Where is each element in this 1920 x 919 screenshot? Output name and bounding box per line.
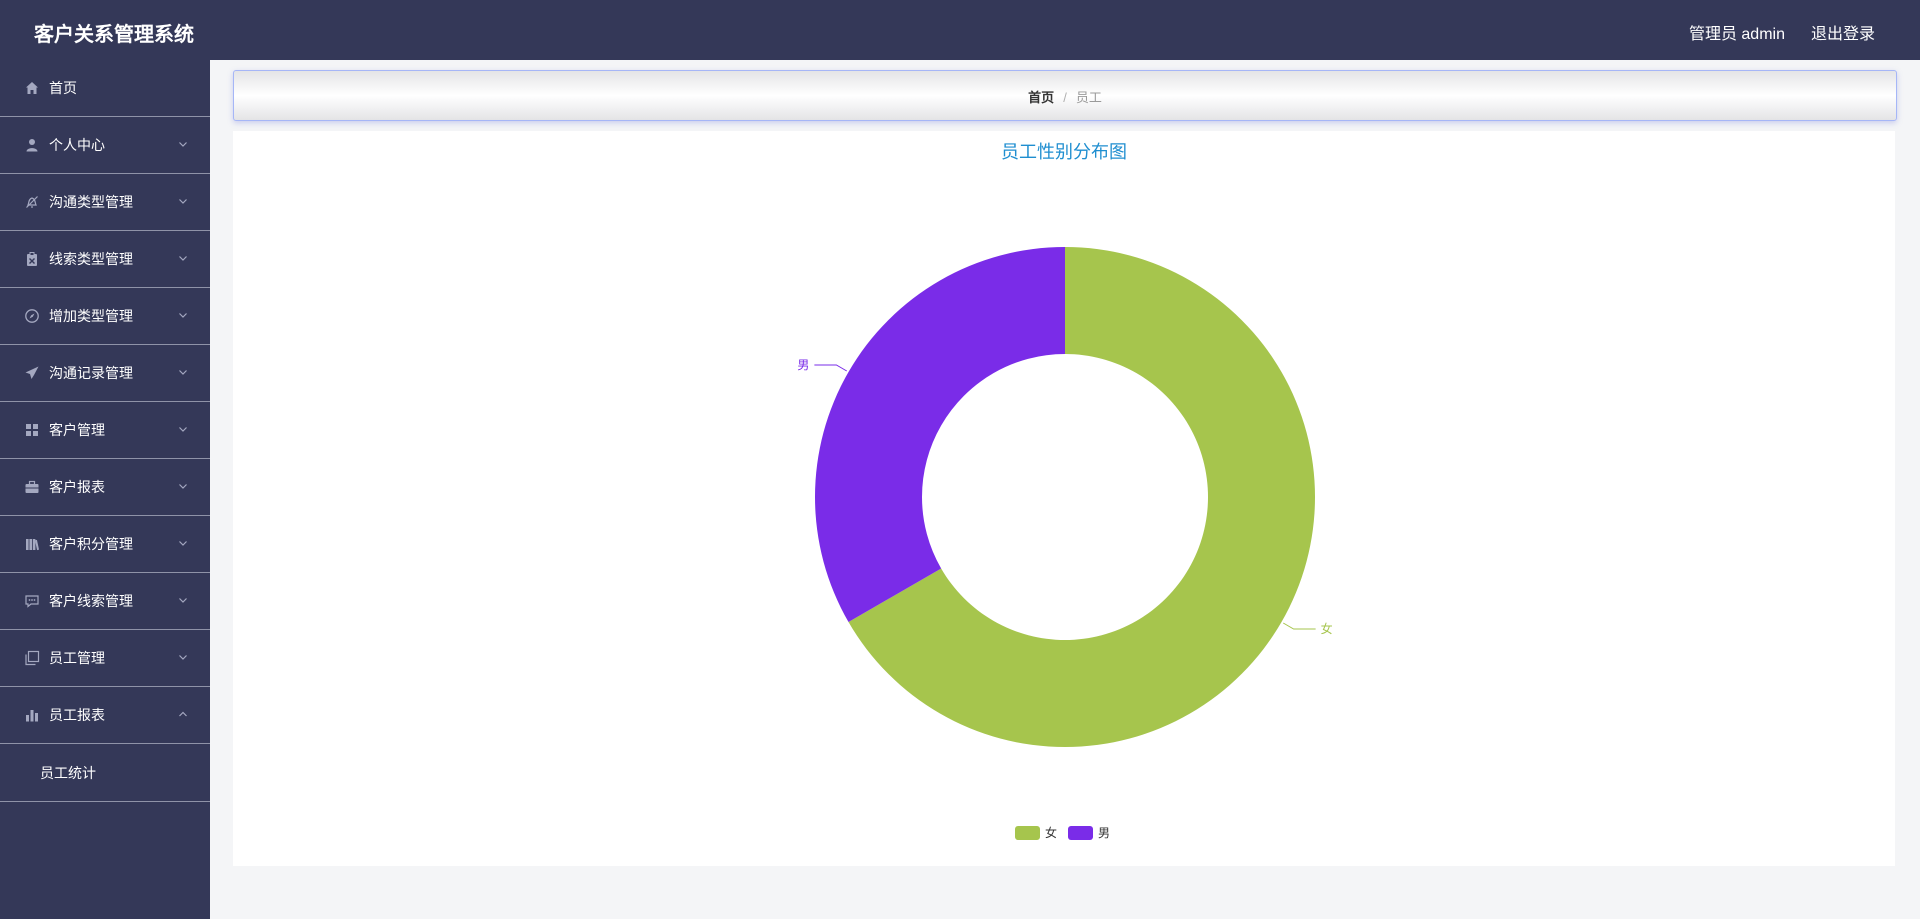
legend-label[interactable]: 男 — [1098, 826, 1110, 840]
grid-icon — [26, 424, 38, 436]
chevron-down-icon — [179, 541, 187, 546]
chevron-down-icon — [179, 427, 187, 432]
chevron-down-icon — [179, 598, 187, 603]
slice-label: 男 — [797, 358, 809, 372]
copy-icon — [25, 650, 40, 666]
sidebar-item-label: 客户线索管理 — [49, 593, 133, 609]
chevron-up-icon — [179, 711, 187, 717]
briefcase-icon — [25, 480, 39, 493]
bell-off-icon — [26, 196, 38, 208]
sidebar-item[interactable]: 客户报表 — [0, 459, 210, 516]
sidebar-item[interactable]: 线索类型管理 — [0, 231, 210, 288]
chevron-down-icon — [179, 484, 187, 489]
sidebar-menu: 首页个人中心沟通类型管理 线索类型管理 增加类型管理 沟通记录管理 客户管理客户报表客户… — [0, 60, 210, 802]
sidebar-item-label: 个人中心 — [49, 137, 105, 153]
chat-icon — [25, 595, 39, 608]
sidebar-item[interactable]: 个人中心 — [0, 117, 210, 174]
sidebar: 首页个人中心沟通类型管理 线索类型管理 增加类型管理 沟通记录管理 客户管理客户报表客户… — [0, 60, 210, 919]
sidebar-item[interactable]: 员工管理 — [0, 630, 210, 687]
sidebar-item-label: 增加类型管理 — [49, 308, 133, 324]
library-icon — [26, 539, 40, 551]
sidebar-item[interactable]: 沟通类型管理 — [0, 174, 210, 231]
user-icon — [26, 139, 38, 152]
chevron-down-icon — [179, 313, 187, 318]
chart-slices — [815, 247, 1315, 747]
sidebar-item[interactable]: 增加类型管理 — [0, 288, 210, 345]
chevron-down-icon — [179, 370, 187, 375]
legend-swatch[interactable] — [1068, 826, 1093, 840]
chart-panel: 员工性别分布图 女男 女男 — [233, 131, 1895, 866]
chevron-down-icon — [179, 199, 187, 204]
app-title: 客户关系管理系统 — [34, 24, 194, 46]
sidebar-item-label: 客户报表 — [49, 479, 105, 495]
chevron-down-icon — [179, 655, 187, 660]
sidebar-item-label: 首页 — [49, 80, 77, 96]
breadcrumb-trail: 首页 / 员工 — [234, 87, 1896, 106]
clipboard-icon — [27, 252, 37, 266]
sidebar-item[interactable]: 客户积分管理 — [0, 516, 210, 573]
sidebar-item[interactable]: 客户线索管理 — [0, 573, 210, 630]
sidebar-item-label: 线索类型管理 — [49, 251, 133, 267]
sidebar-item-label: 员工报表 — [49, 707, 105, 723]
header-actions: 管理员 admin 退出登录 — [1689, 20, 1875, 44]
sidebar-item-label: 客户积分管理 — [49, 536, 133, 552]
sidebar-item-label: 沟通类型管理 — [49, 194, 133, 210]
sidebar-item-label: 客户管理 — [49, 422, 105, 438]
bar-chart-icon — [26, 710, 38, 722]
top-header: 客户关系管理系统 管理员 admin 退出登录 — [0, 0, 1920, 60]
send-icon — [25, 366, 39, 379]
breadcrumb-separator: / — [1063, 90, 1067, 105]
slice-label: 女 — [1321, 621, 1333, 636]
sidebar-item-label: 员工管理 — [49, 650, 105, 666]
sidebar-item-label: 沟通记录管理 — [49, 365, 133, 381]
sidebar-item[interactable]: 沟通记录管理 — [0, 345, 210, 402]
label-line — [1282, 622, 1316, 630]
pie-slice[interactable] — [815, 247, 1065, 622]
chart-title: 员工性别分布图 — [1001, 142, 1127, 162]
legend-swatch[interactable] — [1015, 826, 1040, 840]
breadcrumb-current: 员工 — [1075, 90, 1102, 105]
logout-button[interactable]: 退出登录 — [1810, 26, 1875, 43]
breadcrumb-home[interactable]: 首页 — [1028, 90, 1055, 105]
breadcrumb: 首页 / 员工 — [233, 70, 1897, 121]
home-icon — [26, 82, 38, 94]
legend-label[interactable]: 女 — [1045, 825, 1057, 840]
chart-labels: 女男 — [797, 358, 1332, 636]
chevron-down-icon — [179, 142, 187, 147]
sidebar-item[interactable]: 员工报表 — [0, 687, 210, 744]
sidebar-subitem-label: 员工统计 — [40, 764, 96, 781]
sidebar-subitem[interactable]: 员工统计 — [0, 744, 210, 802]
gender-donut-chart: 员工性别分布图 女男 女男 — [797, 142, 1333, 840]
chevron-down-icon — [179, 256, 187, 261]
sidebar-item[interactable]: 首页 — [0, 60, 210, 117]
sidebar-item[interactable]: 客户管理 — [0, 402, 210, 459]
label-line — [814, 364, 848, 372]
chart-legend: 女男 — [1015, 825, 1110, 840]
compass-icon — [25, 309, 39, 323]
pie-slice[interactable] — [848, 247, 1315, 747]
current-user[interactable]: 管理员 admin — [1688, 26, 1785, 43]
